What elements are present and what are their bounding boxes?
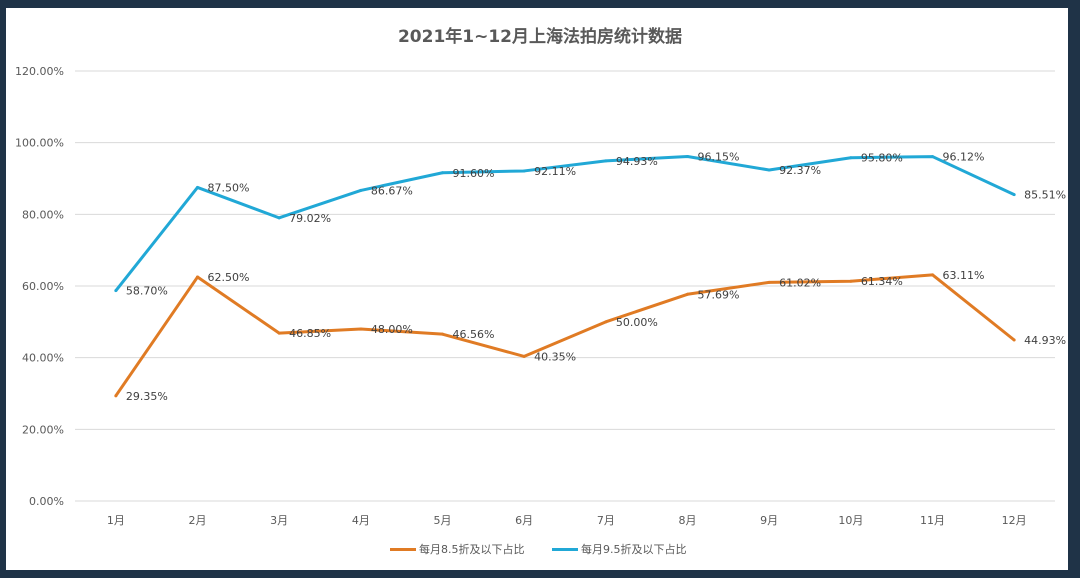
data-label: 79.02% [289, 212, 331, 225]
data-point [849, 279, 853, 283]
data-label: 95.80% [861, 152, 903, 165]
data-label: 85.51% [1024, 189, 1066, 202]
x-tick-label: 12月 [1002, 514, 1027, 527]
data-label: 96.12% [943, 151, 985, 164]
y-tick-label: 60.00% [22, 280, 64, 293]
data-point [277, 331, 281, 335]
y-tick-label: 40.00% [22, 352, 64, 365]
data-label: 29.35% [126, 390, 168, 403]
data-label: 58.70% [126, 285, 168, 298]
x-tick-label: 5月 [434, 514, 452, 527]
data-point [277, 216, 281, 220]
data-label: 46.56% [453, 328, 495, 341]
data-point [767, 280, 771, 284]
data-point [604, 320, 608, 324]
data-point [196, 185, 199, 189]
data-point [849, 156, 853, 160]
data-label: 61.34% [861, 275, 903, 288]
data-point [686, 292, 689, 296]
series-line-2 [114, 154, 1015, 292]
data-label: 62.50% [208, 271, 250, 284]
x-tick-label: 4月 [352, 514, 370, 527]
data-label: 92.11% [534, 165, 576, 178]
data-label: 94.93% [616, 155, 658, 168]
data-point [114, 289, 118, 293]
x-tick-label: 1月 [107, 514, 125, 527]
data-point [359, 327, 363, 331]
data-label: 40.35% [534, 350, 576, 363]
series-line-1 [114, 273, 1016, 397]
data-point [359, 188, 363, 192]
data-label: 46.85% [289, 327, 331, 340]
data-label: 63.11% [943, 269, 985, 282]
y-tick-label: 100.00% [15, 137, 64, 150]
legend-item-series-2[interactable]: 每月9.5折及以下占比 [552, 541, 687, 557]
data-point [931, 273, 934, 277]
data-point [767, 168, 771, 172]
data-point [522, 169, 526, 173]
legend-label: 每月9.5折及以下占比 [581, 543, 687, 556]
y-tick-label: 20.00% [22, 423, 64, 436]
data-point [441, 171, 444, 175]
x-tick-label: 6月 [515, 514, 533, 527]
data-point [114, 394, 118, 398]
chart-panel [6, 8, 1068, 570]
y-tick-label: 80.00% [22, 208, 64, 221]
data-label: 96.15% [698, 150, 740, 163]
legend-swatch [390, 547, 416, 551]
data-point [522, 354, 526, 358]
data-point [441, 332, 444, 336]
x-tick-label: 8月 [679, 514, 697, 527]
data-label: 57.69% [698, 288, 740, 301]
x-tick-label: 7月 [597, 514, 615, 527]
data-point [931, 155, 934, 159]
legend-label: 每月8.5折及以下占比 [419, 543, 525, 556]
legend-item-series-1[interactable]: 每月8.5折及以下占比 [390, 541, 525, 557]
x-tick-label: 10月 [838, 514, 863, 527]
data-label: 87.50% [208, 181, 250, 194]
data-point [1012, 338, 1016, 342]
y-tick-label: 120.00% [15, 65, 64, 78]
data-point [604, 159, 608, 163]
chart-title: 2021年1~12月上海法拍房统计数据 [397, 27, 683, 47]
x-tick-label: 2月 [189, 514, 207, 527]
data-point [196, 275, 199, 279]
data-label: 91.60% [453, 167, 495, 180]
x-tick-label: 3月 [270, 514, 288, 527]
data-point [686, 154, 689, 158]
data-label: 48.00% [371, 323, 413, 336]
data-label: 86.67% [371, 184, 413, 197]
data-label: 50.00% [616, 316, 658, 329]
legend-swatch [552, 547, 578, 551]
y-tick-label: 0.00% [29, 495, 64, 508]
data-label: 44.93% [1024, 334, 1066, 347]
data-point [1012, 193, 1016, 197]
x-tick-label: 9月 [760, 514, 778, 527]
data-label: 61.02% [779, 276, 821, 289]
data-label: 92.37% [779, 164, 821, 177]
x-tick-label: 11月 [920, 514, 945, 527]
